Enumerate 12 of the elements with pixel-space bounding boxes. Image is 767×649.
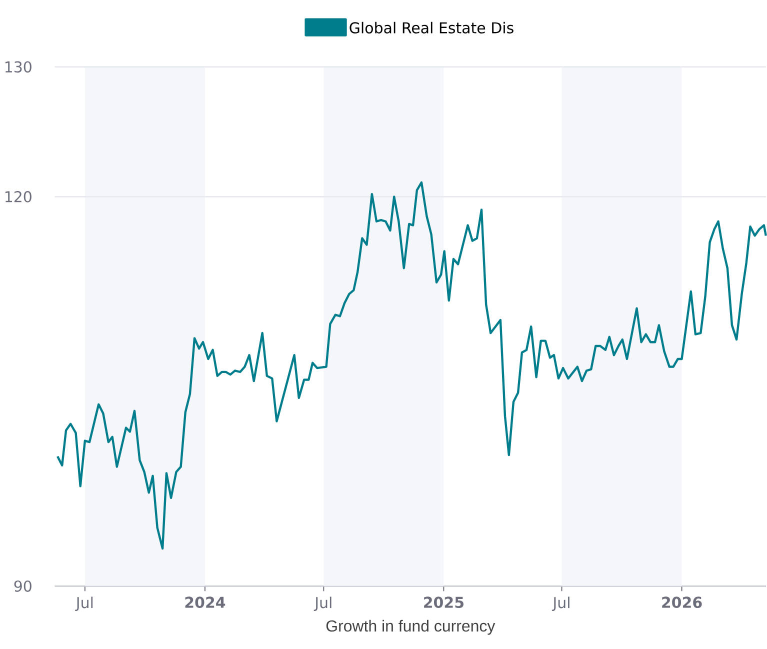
x-tick-label: 2025 [424, 596, 464, 608]
x-tick-label: 2026 [662, 596, 702, 608]
y-tick-label: 120 [5, 191, 32, 202]
line-series [56, 181, 767, 550]
x-axis-title: Growth in fund currency [326, 620, 496, 635]
x-tick-label: 2024 [185, 596, 226, 608]
x-tick-label: Jul [314, 596, 332, 612]
x-tick-label: Jul [552, 596, 570, 612]
legend-label: Global Real Estate Dis [350, 22, 514, 34]
x-tick-label: Jul [75, 596, 93, 612]
y-tick-label: 90 [14, 580, 32, 592]
y-tick-label: 130 [5, 61, 32, 73]
